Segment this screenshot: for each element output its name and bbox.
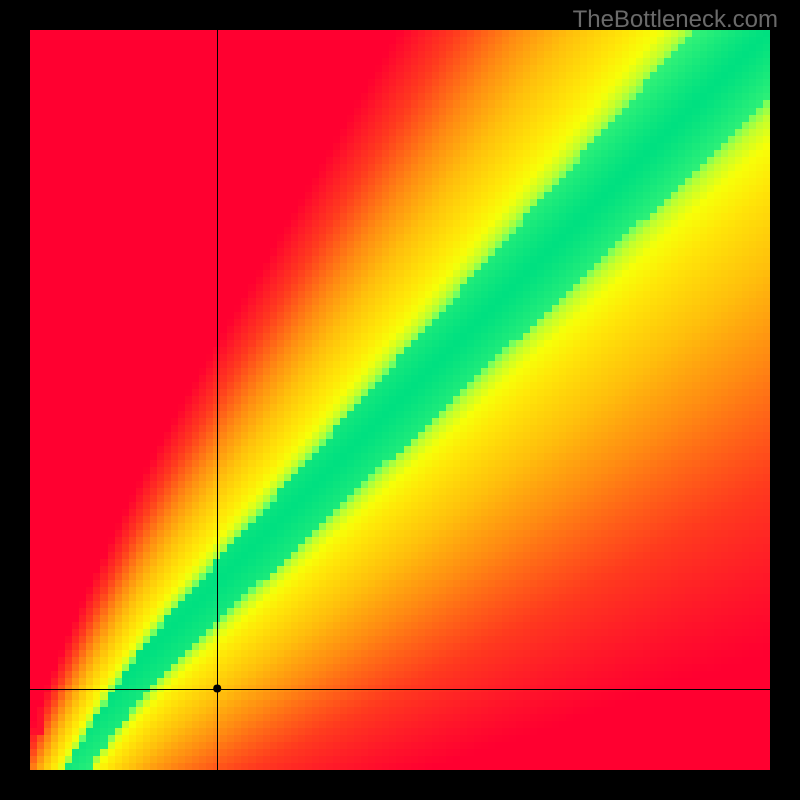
watermark-text: TheBottleneck.com [573, 6, 778, 34]
bottleneck-heatmap [0, 0, 800, 800]
chart-container: TheBottleneck.com [0, 0, 800, 800]
